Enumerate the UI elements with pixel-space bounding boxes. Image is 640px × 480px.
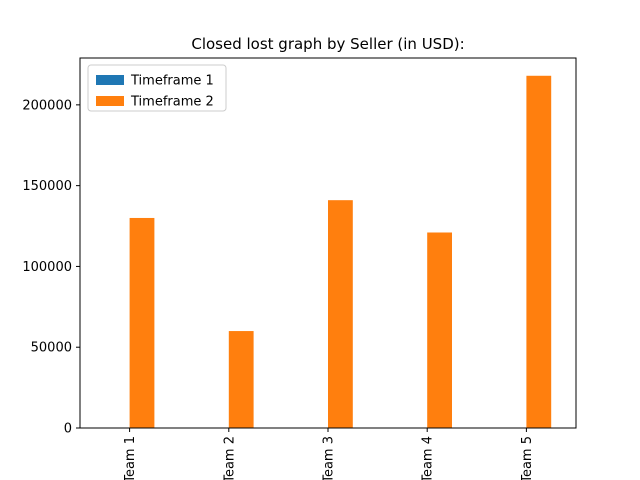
x-tick-label: Team 2: [222, 436, 237, 480]
y-tick-label: 0: [64, 422, 72, 437]
bar-timeframe-2: [129, 217, 155, 428]
y-tick-label: 100000: [22, 260, 72, 275]
bar-timeframe-2: [228, 331, 254, 428]
bars-group: [129, 75, 552, 429]
x-axis: Team 1 Team 2 Team 3 Team 4 Team 5: [123, 428, 535, 480]
x-tick-label: Team 1: [123, 436, 138, 480]
y-tick-label: 50000: [31, 341, 72, 356]
legend-swatch: [96, 96, 124, 106]
chart-title: Closed lost graph by Seller (in USD):: [191, 35, 464, 53]
legend: Timeframe 1 Timeframe 2: [87, 64, 227, 112]
x-tick-label: Team 5: [520, 436, 535, 480]
plot-frame: [79, 57, 577, 429]
y-tick-label: 200000: [22, 98, 72, 113]
x-tick-label: Team 4: [421, 436, 436, 480]
bar-timeframe-2: [328, 200, 353, 428]
legend-label: Timeframe 1: [130, 74, 214, 89]
legend-label: Timeframe 2: [130, 95, 214, 110]
y-tick-label: 150000: [22, 179, 72, 194]
bar-timeframe-2: [526, 75, 552, 429]
bar-timeframe-2: [427, 232, 452, 428]
x-tick-label: Team 3: [322, 436, 337, 480]
legend-swatch: [96, 75, 124, 85]
y-axis: 0 50000 100000 150000 200000: [22, 98, 80, 437]
